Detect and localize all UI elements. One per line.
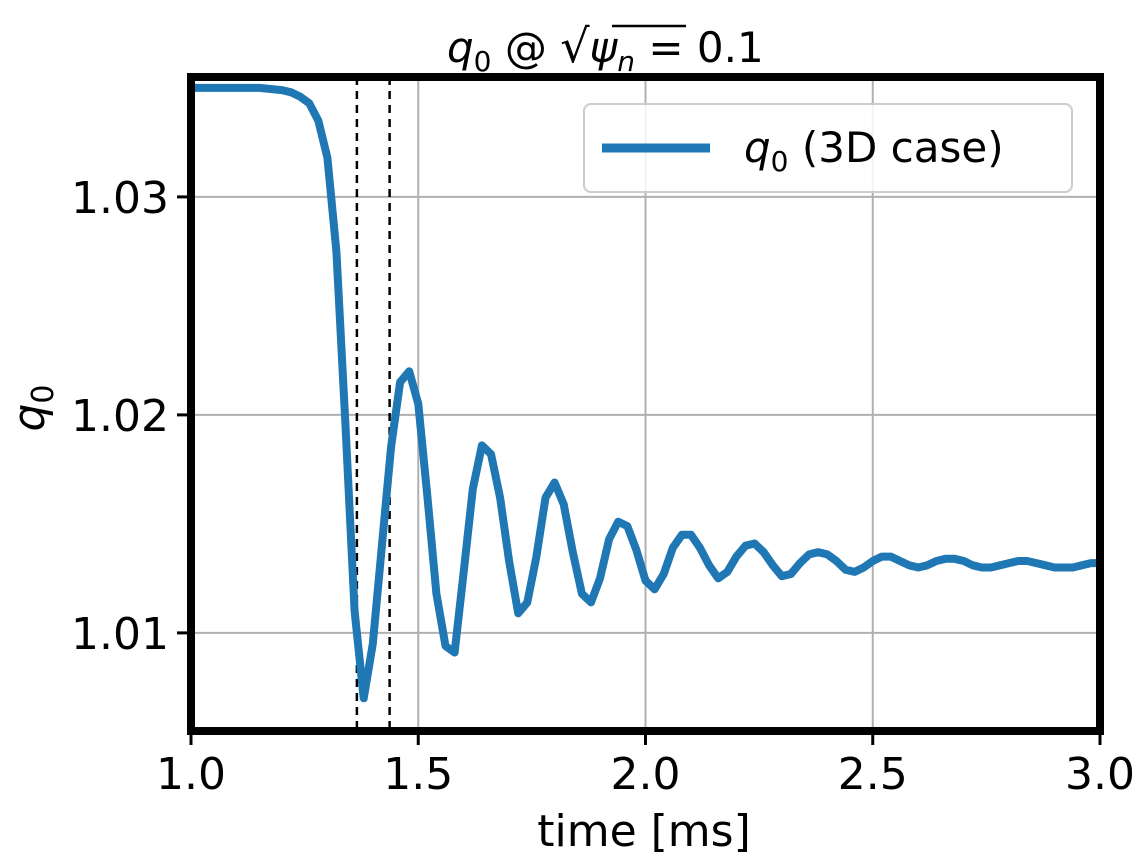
series-layer	[187, 83, 1104, 703]
title-sqrt-var: ψ	[590, 23, 619, 72]
svg-text:q0: q0	[4, 384, 61, 431]
series-line	[187, 83, 1104, 703]
vertical-markers	[355, 77, 391, 731]
y-tick-label: 1.02	[71, 391, 169, 442]
legend-label: q0 (3D case)	[744, 123, 1004, 178]
title-sub: 0	[474, 45, 492, 78]
plot-frame	[187, 73, 1104, 735]
title-rest: = 0.1	[635, 23, 764, 72]
x-tick-label: 2.5	[838, 749, 908, 800]
axes	[187, 73, 1104, 735]
title-at: @	[492, 23, 561, 72]
title-sqrt-sub: n	[617, 45, 635, 78]
legend: q0 (3D case)	[583, 103, 1073, 193]
x-tick-label: 2.0	[611, 749, 681, 800]
x-tick-label: 3.0	[1065, 749, 1135, 800]
y-tick-label: 1.03	[71, 173, 169, 224]
chart-title: q0 @ √ψn = 0.1	[447, 19, 764, 78]
svg-text:q0 @ √ψn = 0.1: q0 @ √ψn = 0.1	[447, 19, 764, 78]
y-axis-label: q0	[4, 384, 61, 431]
x-tick-label: 1.0	[156, 749, 226, 800]
ticks: 1.0 1.5 2.0 2.5 3.0 1.01 1.02 1.03	[71, 173, 1135, 800]
x-tick-label: 1.5	[383, 749, 453, 800]
x-axis-label: time [ms]	[537, 806, 751, 856]
legend-box	[583, 103, 1073, 193]
title-var: q	[447, 23, 474, 72]
y-tick-label: 1.01	[71, 609, 169, 660]
